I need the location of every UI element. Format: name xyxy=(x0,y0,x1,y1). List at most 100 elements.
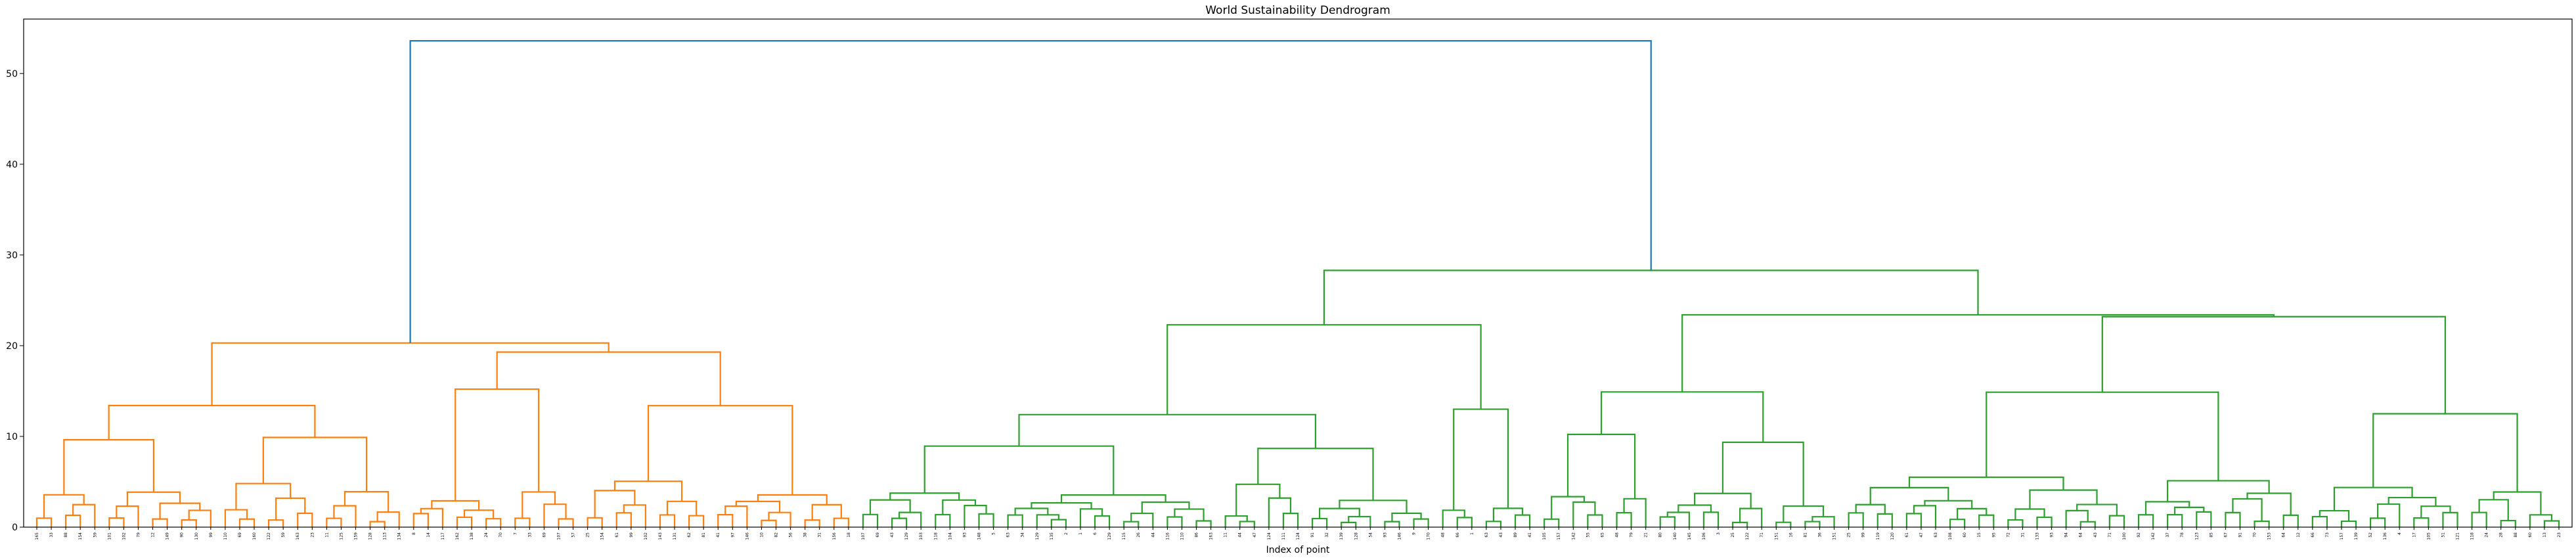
x-tick-label: 38 xyxy=(803,532,808,538)
x-tick-label: 73 xyxy=(2325,532,2330,538)
x-tick-label: 101 xyxy=(107,532,112,540)
dendrogram-link xyxy=(1855,503,1886,514)
x-tick-label: 43 xyxy=(1499,532,1503,538)
x-tick-label: 157 xyxy=(2340,532,2344,540)
x-tick-label: 16 xyxy=(1788,532,1793,538)
dendrogram-link xyxy=(2246,492,2292,515)
x-tick-label: 95 xyxy=(1991,532,1996,538)
x-tick-label: 121 xyxy=(2456,532,2460,540)
x-tick-label: 28 xyxy=(2499,532,2504,538)
dendrogram-link xyxy=(923,445,1115,496)
dendrogram-link xyxy=(1600,391,1764,442)
x-tick-label: 142 xyxy=(1571,532,1576,540)
x-tick-label: 51 xyxy=(2441,532,2445,538)
y-axis: 0 10 20 30 40 50 xyxy=(6,69,24,533)
x-tick-label: 34 xyxy=(1021,532,1025,538)
dendrogram-link xyxy=(1739,507,1763,527)
x-tick-label: 93 xyxy=(2050,532,2054,538)
x-tick-label: 88 xyxy=(64,532,68,538)
x-tick-label: 24 xyxy=(484,532,489,538)
x-tick-label: 1 xyxy=(1078,532,1083,535)
x-tick-label: 93 xyxy=(962,532,967,538)
x-tick-label: 37 xyxy=(2165,532,2170,538)
x-tick-label: 62 xyxy=(687,532,692,538)
dendrogram-link xyxy=(2311,515,2328,527)
x-tick-label: 116 xyxy=(1165,532,1170,540)
x-tick-label: 8 xyxy=(412,532,416,535)
dendrogram-link xyxy=(1957,507,1988,520)
x-tick-label: 110 xyxy=(1180,532,1184,540)
x-tick-label: 163 xyxy=(296,532,300,540)
x-tick-label: 12 xyxy=(2296,532,2301,538)
x-tick-label: 70 xyxy=(499,532,503,538)
dendrogram-link xyxy=(1543,518,1560,527)
y-tick-label: 30 xyxy=(6,250,18,261)
x-tick-label: 18 xyxy=(847,532,851,538)
x-tick-label: 2 xyxy=(1064,532,1069,535)
x-tick-label: 145 xyxy=(1687,532,1692,540)
dendrogram-link xyxy=(1623,498,1647,527)
x-tick-label: 159 xyxy=(354,532,359,540)
x-tick-label: 124 xyxy=(1296,532,1300,540)
x-tick-label: 107 xyxy=(556,532,561,540)
dendrogram-link xyxy=(1986,391,2219,481)
x-tick-label: 100 xyxy=(2122,532,2127,540)
x-tick-label: 72 xyxy=(2006,532,2010,538)
dendrogram-link xyxy=(889,492,960,500)
dendrogram-link xyxy=(1775,521,1792,527)
x-tick-label: 128 xyxy=(1354,532,1358,540)
x-tick-label: 157 xyxy=(1557,532,1561,540)
x-tick-label: 60 xyxy=(2528,532,2533,538)
x-tick-label: 102 xyxy=(122,532,126,540)
x-tick-label: 85 xyxy=(2209,532,2213,538)
dendrogram-link xyxy=(376,511,400,527)
dendrogram-link xyxy=(463,509,495,519)
x-tick-label: 48 xyxy=(1615,532,1620,538)
x-tick-label: 91 xyxy=(2238,532,2242,538)
x-tick-label: 33 xyxy=(49,532,54,538)
x-tick-label: 44 xyxy=(1151,532,1155,538)
x-tick-label: 52 xyxy=(2368,532,2373,538)
dendrogram-link xyxy=(333,505,357,527)
x-tick-label: 67 xyxy=(2223,532,2228,538)
dendrogram-link xyxy=(594,490,636,518)
x-tick-label: 143 xyxy=(658,532,663,540)
dendrogram-link xyxy=(1079,508,1103,527)
dendrogram-link xyxy=(1341,521,1357,527)
x-tick-label: 102 xyxy=(644,532,648,540)
dendrogram-link xyxy=(297,512,313,527)
x-tick-label: 122 xyxy=(267,532,271,540)
x-axis-label: Index of point xyxy=(1266,545,1330,555)
dendrogram-link xyxy=(1018,413,1316,449)
dendrogram-link xyxy=(224,509,248,527)
dendrogram-link xyxy=(431,500,480,511)
x-tick-label: 69 xyxy=(542,532,546,538)
dendrogram-link xyxy=(964,505,987,527)
dendrogram-link xyxy=(1130,512,1154,527)
x-tick-label: 15 xyxy=(1977,532,1982,538)
x-tick-label: 136 xyxy=(2383,532,2387,540)
x-tick-label: 21 xyxy=(1644,532,1649,538)
x-tick-label: 11 xyxy=(1224,532,1228,538)
x-tick-label: 57 xyxy=(571,532,576,538)
dendrogram-link xyxy=(1677,504,1712,513)
x-tick-label: 99 xyxy=(1861,532,1866,538)
x-tick-label: 71 xyxy=(2108,532,2112,538)
dendrogram-link xyxy=(862,513,879,527)
x-tick-label: 117 xyxy=(441,532,445,540)
x-tick-label: 31 xyxy=(818,532,822,538)
x-tick-label: 60 xyxy=(1963,532,1967,538)
dendrogram-links xyxy=(35,40,2560,527)
x-tick-label: 13 xyxy=(2543,532,2547,538)
x-tick-label: 123 xyxy=(2194,532,2199,540)
x-tick-label: 113 xyxy=(383,532,388,540)
x-tick-label: 43 xyxy=(890,532,895,538)
x-tick-label: 163 xyxy=(1209,532,1214,540)
x-tick-label: 59 xyxy=(93,532,97,538)
dendrogram-link xyxy=(735,500,781,513)
x-tick-label: 97 xyxy=(730,532,735,538)
x-tick-label: 131 xyxy=(673,532,677,540)
dendrogram-link xyxy=(1811,516,1835,527)
x-tick-label: 170 xyxy=(1427,532,1431,540)
